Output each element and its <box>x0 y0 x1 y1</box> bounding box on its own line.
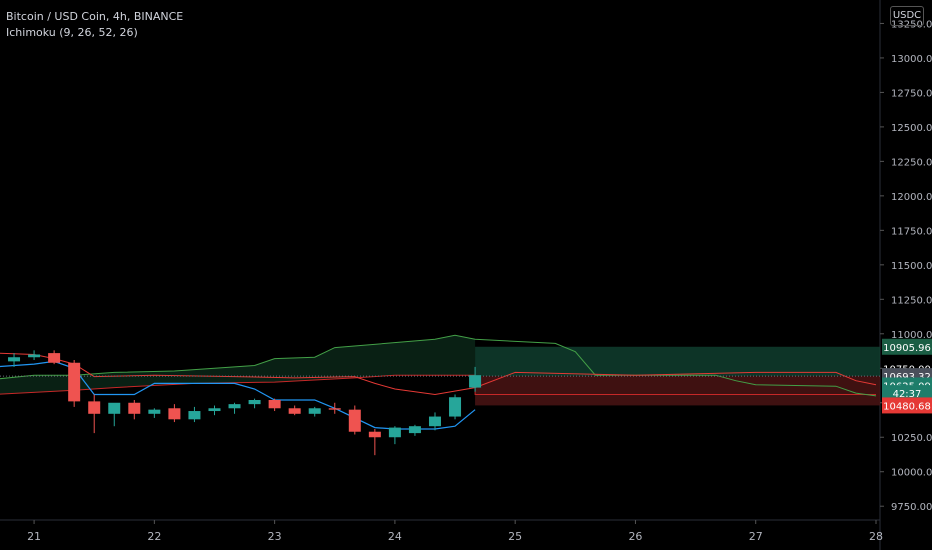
candle-body <box>228 404 241 409</box>
y-tick-label: 11500.00 <box>891 261 932 272</box>
cloud-future-red <box>475 376 880 406</box>
y-tick-label: 12500.00 <box>891 123 932 134</box>
currency-button[interactable]: USDC <box>890 6 924 26</box>
y-tick-label: 9750.00 <box>891 502 932 513</box>
y-tick-label: 11750.00 <box>891 226 932 237</box>
candle-body <box>308 408 321 414</box>
x-tick-label: 21 <box>27 530 41 543</box>
candle-body <box>408 426 421 434</box>
y-tick-label: 12250.00 <box>891 157 932 168</box>
candle-body <box>28 354 41 358</box>
candle-body <box>48 353 61 363</box>
price-label-box <box>882 385 932 402</box>
chart-legend: Bitcoin / USD Coin, 4h, BINANCE Ichimoku… <box>6 9 183 41</box>
x-tick-label: 28 <box>869 530 883 543</box>
candle-body <box>449 397 462 417</box>
candle-body <box>469 375 482 388</box>
candle-body <box>368 431 381 438</box>
price-label-text: 10905.96 <box>883 343 931 354</box>
candle-body <box>328 408 341 410</box>
y-tick-label: 12000.00 <box>891 192 932 203</box>
x-tick-label: 22 <box>147 530 161 543</box>
senkou-span-a-line <box>0 334 877 397</box>
x-tick-label: 23 <box>268 530 282 543</box>
y-tick-label: 13250.00 <box>891 19 932 30</box>
price-label-text: 10480.68 <box>883 401 931 412</box>
price-label-text: 42:37 <box>893 389 922 400</box>
candle-body <box>188 411 201 420</box>
candle-body <box>128 402 141 414</box>
candle-body <box>8 357 21 362</box>
y-tick-label: 10250.00 <box>891 433 932 444</box>
candle-body <box>108 402 121 414</box>
price-label-box <box>882 338 932 355</box>
symbol-title[interactable]: Bitcoin / USD Coin, 4h, BINANCE <box>6 10 184 23</box>
x-tick-label: 24 <box>388 530 402 543</box>
candle-body <box>268 400 281 409</box>
indicator-title[interactable]: Ichimoku (9, 26, 52, 26) <box>6 26 138 39</box>
y-tick-label: 12750.00 <box>891 88 932 99</box>
cloud-historic <box>0 335 476 395</box>
candle-body <box>388 427 401 438</box>
candle-body <box>288 408 301 414</box>
candle-body <box>68 362 81 402</box>
candle-body <box>88 401 101 414</box>
candle-body <box>208 408 221 412</box>
candle-body <box>168 408 181 420</box>
cloud-future-green <box>475 346 880 377</box>
x-tick-label: 26 <box>628 530 642 543</box>
x-tick-label: 27 <box>749 530 763 543</box>
y-tick-label: 11000.00 <box>891 330 932 341</box>
y-tick-label: 10000.00 <box>891 468 932 479</box>
candle-body <box>248 400 261 405</box>
candle-body <box>428 416 441 427</box>
candle-body <box>348 409 361 432</box>
y-tick-label: 13000.00 <box>891 54 932 65</box>
y-tick-label: 11250.00 <box>891 295 932 306</box>
candle-body <box>148 409 161 414</box>
x-tick-label: 25 <box>508 530 522 543</box>
price-label-box <box>882 397 932 414</box>
